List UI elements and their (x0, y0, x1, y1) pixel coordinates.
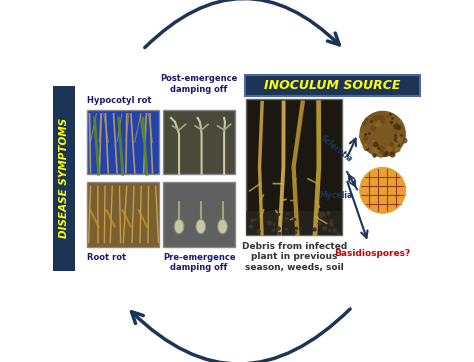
Text: Sclerotia: Sclerotia (318, 133, 354, 164)
FancyBboxPatch shape (245, 75, 419, 96)
Polygon shape (360, 111, 405, 156)
Bar (163, 110, 236, 174)
Ellipse shape (174, 219, 184, 234)
Polygon shape (360, 168, 405, 213)
Text: INOCULUM SOURCE: INOCULUM SOURCE (264, 79, 401, 92)
Bar (53, 86, 75, 271)
Text: Basidiospores?: Basidiospores? (334, 249, 410, 258)
Bar (87, 182, 159, 247)
Ellipse shape (196, 219, 206, 234)
Text: Root rot: Root rot (87, 253, 126, 262)
Text: Hypocotyl rot: Hypocotyl rot (87, 96, 151, 105)
Bar (87, 110, 159, 174)
Text: Debris from infected
plant in previous
season, weeds, soil: Debris from infected plant in previous s… (242, 242, 347, 272)
Ellipse shape (218, 219, 228, 234)
Text: Pre-emergence
damping off: Pre-emergence damping off (163, 253, 236, 273)
Text: DISEASE SYMPTOMS: DISEASE SYMPTOMS (59, 118, 69, 238)
Text: Post-emergence
damping off: Post-emergence damping off (161, 74, 238, 94)
Bar (246, 211, 342, 235)
Bar (163, 182, 236, 247)
Bar (246, 98, 342, 235)
Text: Mycelia: Mycelia (319, 191, 353, 201)
